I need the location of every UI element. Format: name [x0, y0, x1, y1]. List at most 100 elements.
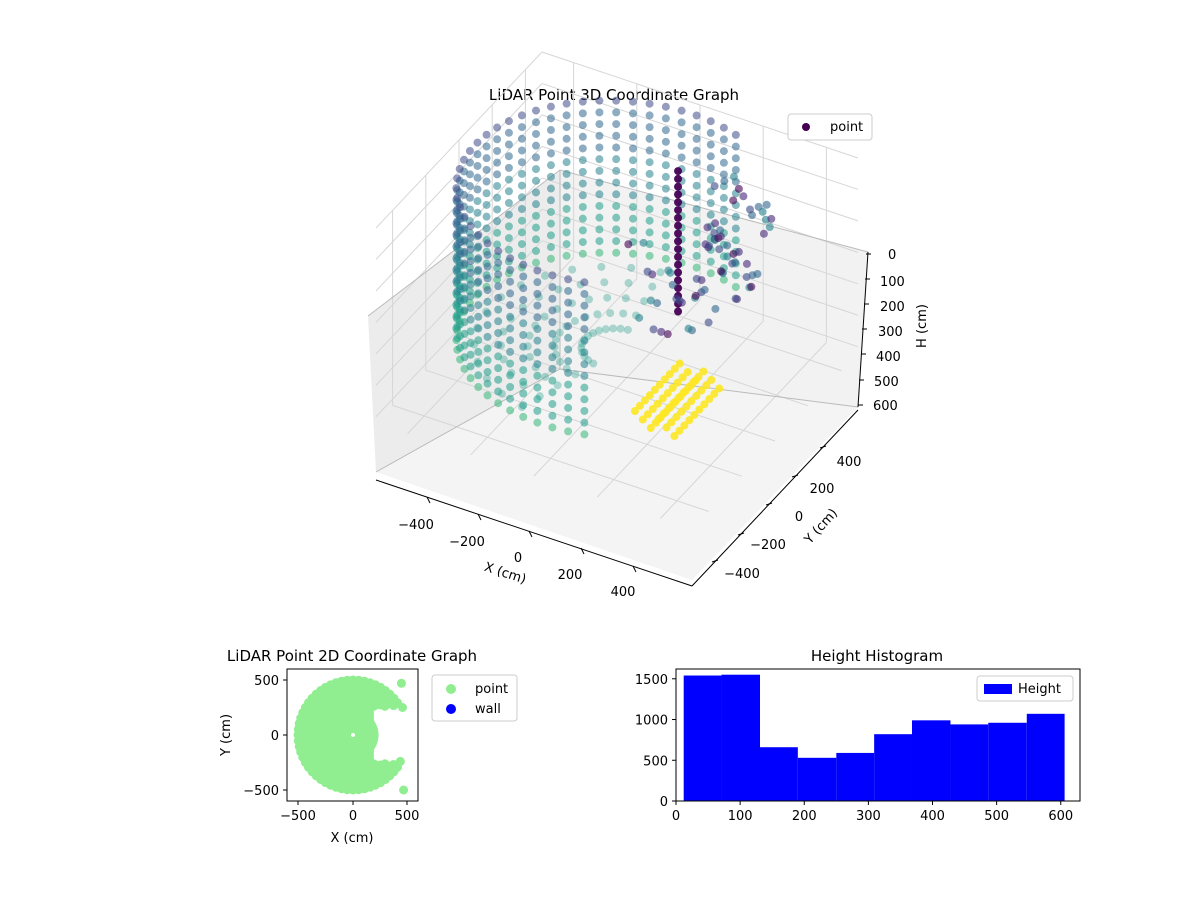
point-3d — [628, 249, 637, 258]
x-tick-label: −400 — [398, 518, 434, 533]
z-ticks-3d: 0 100 200 300 400 500 600 — [858, 248, 905, 414]
histogram-bar — [950, 724, 989, 801]
point-3d — [466, 245, 475, 254]
point-3d — [692, 391, 701, 400]
point-3d — [460, 259, 469, 268]
y-ticks-hist: 0 500 1000 1500 — [635, 673, 676, 810]
point-3d — [473, 185, 482, 194]
point-3d — [482, 200, 491, 209]
point-3d — [668, 383, 677, 392]
point-3d — [645, 111, 654, 120]
point-3d — [548, 318, 557, 327]
point-3d — [482, 154, 491, 163]
point-3d — [739, 192, 748, 201]
point-3d — [466, 257, 475, 266]
point-3d — [661, 254, 670, 263]
y-axis-label-2d: Y (cm) — [219, 714, 234, 757]
point-3d — [669, 399, 678, 408]
point-3d — [746, 205, 755, 214]
point-3d — [674, 393, 683, 402]
point-3d — [517, 111, 526, 120]
point-3d — [664, 266, 673, 275]
point-3d — [699, 367, 708, 376]
point-3d — [580, 278, 589, 287]
point-3d — [460, 294, 469, 303]
point-3d — [706, 152, 715, 161]
point-3d — [564, 310, 573, 319]
point-3d — [719, 158, 728, 167]
point-3d — [594, 326, 603, 335]
point-3d — [562, 134, 571, 143]
point-3d — [460, 318, 469, 327]
point-3d — [517, 134, 526, 143]
point-3d — [580, 348, 589, 357]
point-3d — [692, 228, 701, 237]
histogram-bar — [1026, 713, 1065, 801]
point-3d — [474, 336, 483, 345]
point-3d — [612, 131, 621, 140]
x-tick-label: 200 — [558, 568, 583, 583]
point-3d — [674, 198, 683, 207]
point-3d — [546, 207, 555, 216]
point-3d — [533, 289, 542, 298]
point-3d — [466, 350, 475, 359]
point-3d — [562, 146, 571, 155]
point-3d — [612, 213, 621, 222]
point-3d — [660, 375, 669, 384]
histogram-title: Height Histogram — [811, 647, 943, 665]
point-3d — [645, 251, 654, 260]
point-3d — [548, 271, 557, 280]
point-3d — [706, 164, 715, 173]
z-tick-label: 300 — [878, 325, 903, 340]
legend-3d-label: point — [830, 120, 863, 135]
point-3d — [580, 418, 589, 427]
point-3d — [483, 321, 492, 330]
point-3d — [493, 158, 502, 167]
z-tick-label: 500 — [874, 375, 899, 390]
point-3d — [519, 260, 528, 269]
x-tick-label-2d: −500 — [280, 809, 316, 824]
point-3d — [533, 418, 542, 427]
point-3d — [474, 324, 483, 333]
point-3d — [655, 380, 664, 389]
point-3d — [649, 325, 658, 334]
point-3d — [483, 297, 492, 306]
point-3d — [734, 184, 743, 193]
point-3d — [533, 278, 542, 287]
point-3d — [546, 219, 555, 228]
point-3d — [506, 347, 515, 356]
point-3d — [595, 166, 604, 175]
point-3d — [564, 427, 573, 436]
histogram-bars — [683, 674, 1065, 801]
point-3d — [674, 229, 683, 238]
point-3d — [612, 96, 621, 105]
point-3d — [674, 260, 683, 269]
point-3d — [628, 109, 637, 118]
point-3d — [645, 169, 654, 178]
point-3d — [517, 228, 526, 237]
point-3d — [706, 175, 715, 184]
point-3d — [661, 102, 670, 111]
point-3d — [612, 190, 621, 199]
point-3d — [564, 368, 573, 377]
point-3d — [564, 333, 573, 342]
point-3d — [453, 193, 462, 202]
point-3d — [593, 310, 602, 319]
point-3d — [706, 140, 715, 149]
y-tick-label: 200 — [810, 482, 835, 497]
point-3d — [731, 282, 740, 291]
point-3d — [657, 327, 666, 336]
point-3d — [578, 144, 587, 153]
point-3d — [661, 184, 670, 193]
z-axis-label-3d: H (cm) — [915, 304, 930, 348]
point-3d — [692, 193, 701, 202]
point-3d — [595, 201, 604, 210]
point-3d — [562, 228, 571, 237]
point-3d — [640, 396, 649, 405]
point-3d — [460, 341, 469, 350]
point-3d — [504, 222, 513, 231]
point-3d — [674, 206, 683, 215]
point-3d — [731, 271, 740, 280]
x-tick-label-hist: 200 — [792, 809, 817, 824]
point-3d — [466, 222, 475, 231]
